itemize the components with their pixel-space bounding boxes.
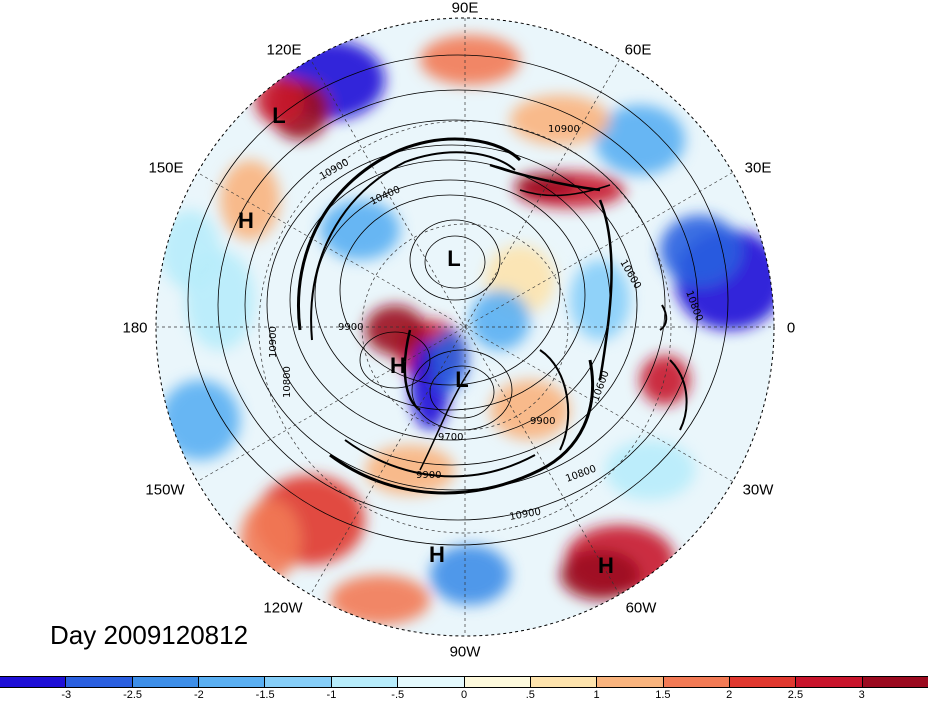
colorbar-tick-label: 1.5 bbox=[655, 689, 671, 701]
anomaly-blob bbox=[160, 380, 240, 460]
contour-layer bbox=[187, 54, 729, 546]
colorbar-swatch bbox=[728, 677, 796, 687]
day-title: Day 2009120812 bbox=[50, 620, 249, 650]
colorbar-swatch bbox=[463, 677, 530, 687]
colorbar-swatch bbox=[0, 677, 66, 687]
anomaly-blob bbox=[570, 260, 630, 340]
lon-label-0: 0 bbox=[786, 319, 796, 337]
polar-map: 10900 10900 10400 9900 10900 10800 10600… bbox=[155, 17, 775, 637]
lon-label-120w: 120W bbox=[263, 599, 303, 617]
lon-label-60w: 60W bbox=[625, 599, 657, 617]
colorbar bbox=[0, 676, 928, 688]
high-center-marker: H bbox=[390, 353, 406, 378]
colorbar-tick-label: 0 bbox=[460, 689, 468, 701]
low-center-marker: L bbox=[455, 367, 469, 392]
colorbar-swatch bbox=[662, 677, 729, 687]
colorbar-swatch bbox=[596, 677, 663, 687]
colorbar-swatch bbox=[131, 677, 199, 687]
colorbar-ticks: -3 -2.5 -2 -1.5 -1 -.5 0 .5 1 1.5 2 2.5 3 bbox=[0, 689, 928, 702]
contour-labels: 10900 10900 10400 9900 10900 10800 10600… bbox=[268, 124, 704, 523]
lon-label-180: 180 bbox=[122, 319, 148, 337]
lon-label-150w: 150W bbox=[145, 481, 185, 499]
anomaly-blob bbox=[420, 35, 520, 85]
colorbar-swatch bbox=[795, 677, 862, 687]
colorbar-tick-label: -2.5 bbox=[123, 689, 143, 701]
lon-label-30w: 30W bbox=[742, 481, 774, 499]
contour-label: 9900 bbox=[338, 322, 363, 333]
colorbar-tick-label: -1 bbox=[326, 689, 337, 701]
lon-label-60e: 60E bbox=[624, 41, 652, 59]
map-border bbox=[155, 17, 775, 637]
colorbar-tick-label: -2 bbox=[193, 689, 204, 701]
colorbar-swatch bbox=[397, 677, 464, 687]
high-center-marker: H bbox=[238, 208, 254, 233]
contour-label: 9700 bbox=[438, 432, 463, 443]
colorbar-tick-label: -1.5 bbox=[255, 689, 275, 701]
anomaly-blob bbox=[330, 575, 430, 625]
anomaly-blob bbox=[595, 105, 685, 175]
lon-label-30e: 30E bbox=[744, 159, 772, 177]
anomaly-blob bbox=[560, 550, 640, 600]
anomaly-blob bbox=[365, 445, 455, 495]
colorbar-swatch bbox=[529, 677, 597, 687]
colorbar-tick-label: 3 bbox=[858, 689, 865, 701]
contour-label: 10900 bbox=[268, 326, 279, 358]
anomaly-blob bbox=[160, 210, 220, 290]
contour-label: 9900 bbox=[530, 416, 555, 427]
lon-label-90w: 90W bbox=[449, 643, 481, 661]
colorbar-tick-label: -3 bbox=[61, 689, 72, 701]
low-center-marker: L bbox=[447, 246, 461, 271]
anomaly-blob bbox=[240, 500, 300, 580]
lon-label-120e: 120E bbox=[266, 41, 302, 59]
graticule bbox=[156, 18, 774, 636]
anomaly-blob bbox=[220, 160, 280, 240]
anomaly-blob bbox=[490, 380, 570, 440]
anomaly-field bbox=[156, 18, 774, 636]
colorbar-swatch bbox=[330, 677, 398, 687]
colorbar-tick-label: 1 bbox=[593, 689, 600, 701]
contour-label: 9900 bbox=[416, 470, 441, 481]
anomaly-blob bbox=[510, 95, 610, 145]
colorbar-swatch bbox=[861, 677, 928, 687]
colorbar-tick-label: .5 bbox=[525, 689, 535, 701]
lon-label-150e: 150E bbox=[148, 159, 184, 177]
colorbar-tick-label: 2 bbox=[726, 689, 733, 701]
anomaly-blob bbox=[470, 290, 530, 350]
colorbar-swatch bbox=[264, 677, 331, 687]
high-center-marker: H bbox=[598, 553, 614, 578]
colorbar-tick-label: -.5 bbox=[391, 689, 405, 701]
anomaly-blob bbox=[432, 330, 468, 390]
anomaly-blob bbox=[660, 215, 740, 285]
low-center-marker: L bbox=[272, 103, 286, 128]
contour-label: 10900 bbox=[548, 124, 580, 135]
colorbar-swatch bbox=[65, 677, 132, 687]
lon-label-90e: 90E bbox=[451, 0, 479, 17]
contour-label: 10800 bbox=[282, 366, 293, 398]
high-center-marker: H bbox=[429, 542, 445, 567]
anomaly-blob bbox=[320, 200, 400, 260]
colorbar-tick-label: 2.5 bbox=[787, 689, 804, 701]
anomaly-blob bbox=[430, 545, 510, 605]
colorbar-swatch bbox=[198, 677, 265, 687]
anomaly-blob bbox=[605, 440, 695, 500]
anomaly-blob bbox=[365, 305, 425, 355]
contour-label: 10900 bbox=[509, 507, 542, 523]
